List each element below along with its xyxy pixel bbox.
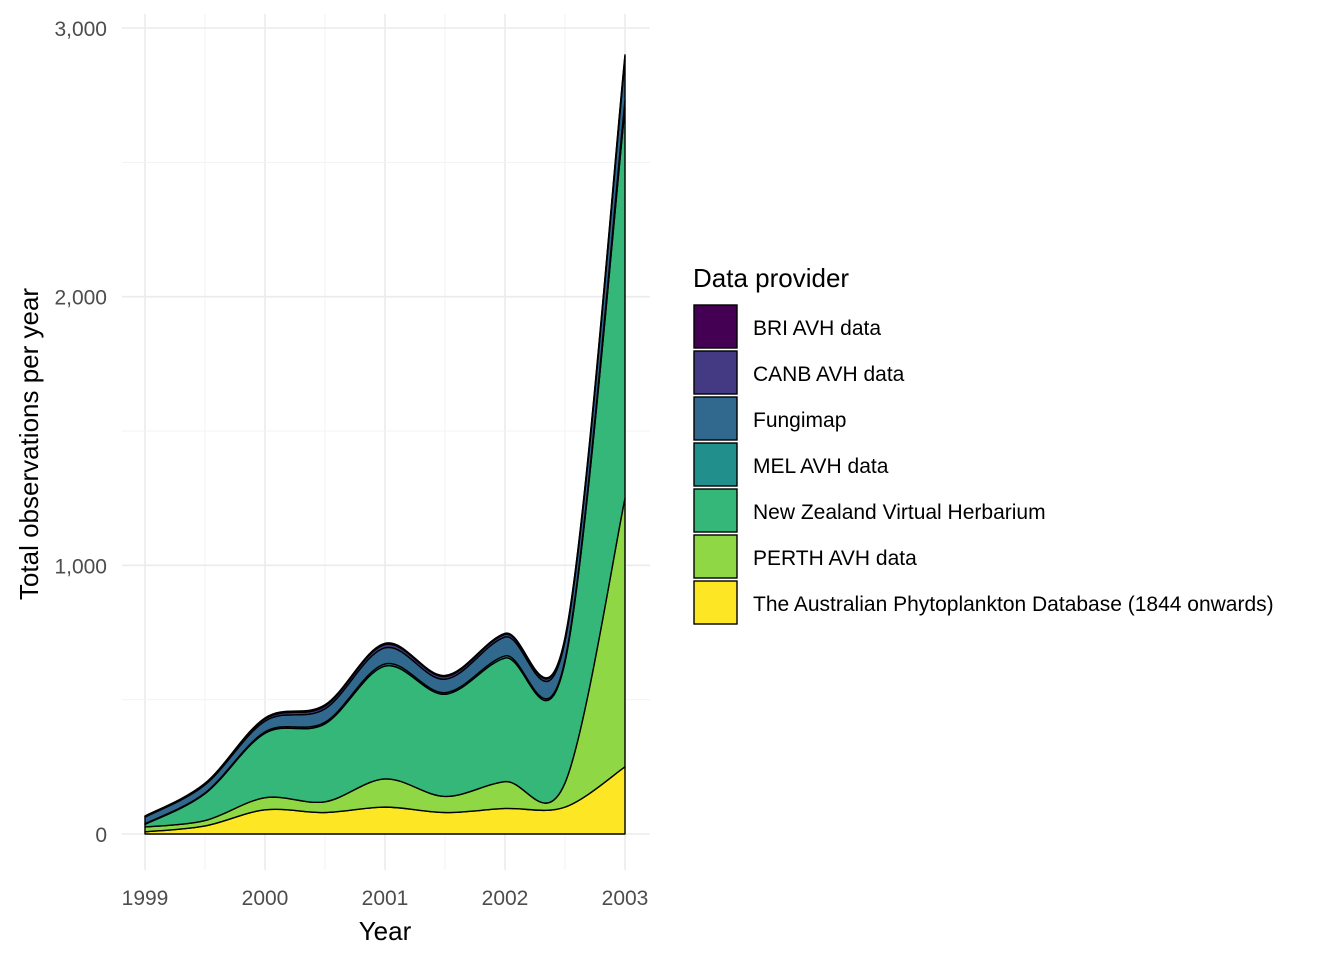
legend-swatch — [693, 442, 738, 487]
x-tick-label: 2000 — [242, 887, 289, 910]
y-tick-label: 3,000 — [54, 18, 107, 41]
legend-label: The Australian Phytoplankton Database (1… — [753, 593, 1274, 616]
x-tick-label: 1999 — [122, 887, 169, 910]
y-tick-label: 1,000 — [54, 555, 107, 578]
y-axis-title: Total observations per year — [14, 288, 44, 601]
legend-label: PERTH AVH data — [753, 547, 917, 570]
legend-swatch — [693, 350, 738, 395]
grid — [122, 14, 650, 870]
legend-label: CANB AVH data — [753, 363, 905, 386]
y-tick-label: 2,000 — [54, 287, 107, 310]
legend: Data provider BRI AVH data CANB AVH data F… — [693, 263, 1274, 625]
x-tick-label: 2002 — [482, 887, 529, 910]
y-tick-label: 0 — [95, 824, 107, 847]
x-axis-title: Year — [359, 916, 412, 946]
series-areas — [144, 54, 626, 835]
legend-label: New Zealand Virtual Herbarium — [753, 501, 1046, 524]
y-axis-ticks: 0 1,000 2,000 3,000 — [54, 18, 107, 847]
legend-label: MEL AVH data — [753, 455, 889, 478]
x-tick-label: 2003 — [602, 887, 649, 910]
x-tick-label: 2001 — [362, 887, 409, 910]
legend-label: BRI AVH data — [753, 317, 881, 340]
area-bri-avh-data — [144, 54, 626, 817]
legend-label: Fungimap — [753, 409, 846, 432]
legend-swatch — [693, 488, 738, 533]
legend-swatch — [693, 304, 738, 349]
legend-items: BRI AVH data CANB AVH data Fungimap MEL AVH… — [693, 304, 1274, 625]
legend-swatch — [693, 580, 738, 625]
legend-title: Data provider — [693, 263, 849, 293]
legend-swatch — [693, 534, 738, 579]
x-axis-ticks: 1999 2000 2001 2002 2003 — [122, 887, 649, 910]
legend-swatch — [693, 396, 738, 441]
